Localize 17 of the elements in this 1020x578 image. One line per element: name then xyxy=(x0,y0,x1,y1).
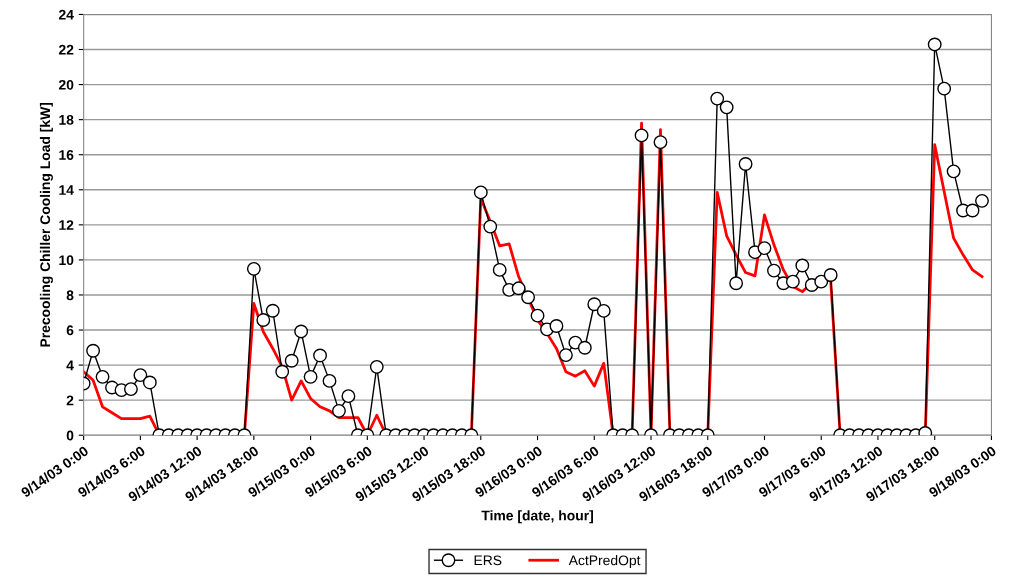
y-tick-label: 4 xyxy=(66,360,74,371)
y-tick-label: 22 xyxy=(58,44,74,55)
y-tick-label: 8 xyxy=(66,290,74,301)
y-tick-label: 2 xyxy=(66,395,74,406)
y-axis-title: Precooling Chiller Cooling Load [kW] xyxy=(39,102,53,347)
y-tick-label: 18 xyxy=(59,114,74,125)
legend-label: ActPredOpt xyxy=(568,555,641,568)
y-tick-label: 10 xyxy=(59,255,74,266)
x-axis-title: Time [date, hour] xyxy=(481,510,593,524)
y-tick-label: 12 xyxy=(59,220,74,230)
legend-label: ERS xyxy=(474,555,502,566)
y-tick-label: 6 xyxy=(66,325,74,336)
y-tick-label: 0 xyxy=(66,430,74,441)
y-tick-label: 14 xyxy=(59,185,74,195)
y-tick-label: 24 xyxy=(58,9,74,20)
y-tick-label: 20 xyxy=(58,79,74,90)
y-tick-label: 16 xyxy=(59,150,74,160)
